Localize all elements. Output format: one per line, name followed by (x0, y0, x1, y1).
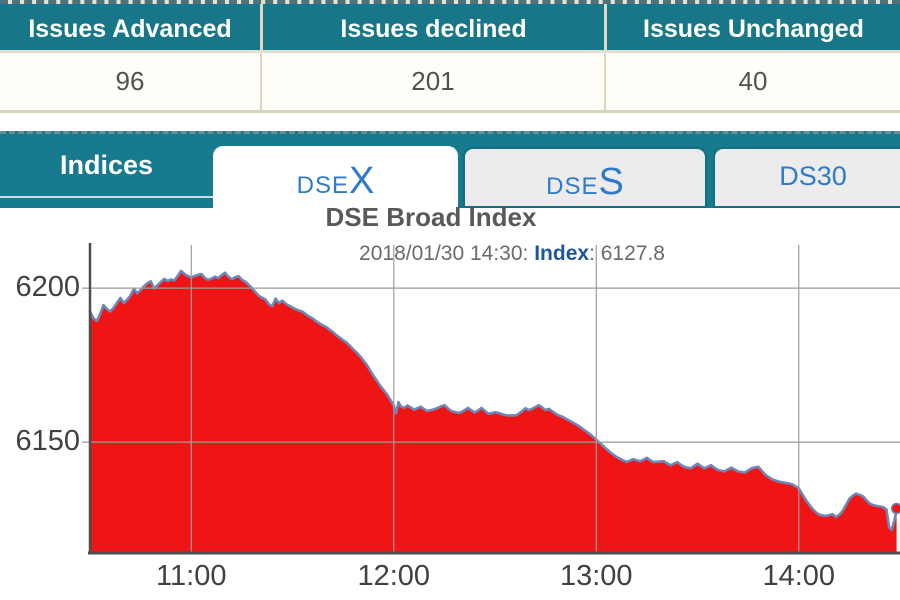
tab-ds30[interactable]: DS30 (713, 147, 900, 208)
x-axis-label: 12:00 (357, 560, 431, 592)
tab-dses-prefix: DSE (546, 173, 599, 200)
summary-table-header-row: Issues Advanced Issues declined Issues U… (0, 4, 900, 50)
axes (88, 243, 900, 555)
header-cell-issues-declined: Issues declined (260, 4, 604, 50)
index-line (88, 269, 898, 532)
tab-dsex[interactable]: DSE X (213, 146, 458, 210)
area-fill (90, 270, 897, 553)
tab-dses[interactable]: DSE S (463, 147, 707, 208)
chart-subtitle-timestamp: 2018/01/30 14:30: (359, 242, 535, 265)
header-cell-issues-advanced: Issues Advanced (28, 14, 232, 43)
summary-table: Issues Advanced Issues declined Issues U… (0, 0, 900, 113)
value-issues-unchanged: 40 (604, 53, 900, 110)
value-issues-declined: 201 (260, 53, 604, 110)
y-axis-label: 6150 (15, 425, 80, 458)
gridlines (82, 245, 900, 553)
chart-subtitle-index-value: : 6127.8 (589, 242, 665, 265)
tab-dsex-prefix: DSE (296, 172, 349, 199)
y-axis-label: 6200 (15, 271, 80, 304)
tab-ds30-label: DS30 (779, 161, 847, 191)
indices-label-highlight (0, 196, 213, 198)
last-point-marker (890, 502, 900, 515)
tab-dses-suffix: S (598, 161, 624, 203)
x-axis-label: 11:00 (156, 560, 227, 592)
x-axis-label: 13:00 (559, 560, 633, 592)
summary-table-value-row: 96 201 40 (0, 50, 900, 110)
header-cell-issues-unchanged: Issues Unchanged (604, 4, 900, 50)
summary-table-bottom-border (0, 110, 900, 113)
chart-subtitle-index-label: Index (534, 242, 590, 265)
chart-subtitle: 2018/01/30 14:30: Index: 6127.8 (317, 242, 707, 266)
x-axis-label: 14:00 (762, 560, 836, 592)
value-issues-advanced: 96 (115, 66, 145, 96)
indices-label: Indices (59, 149, 154, 180)
tab-dsex-suffix: X (349, 160, 375, 202)
chart-title: DSE Broad Index (325, 202, 537, 232)
